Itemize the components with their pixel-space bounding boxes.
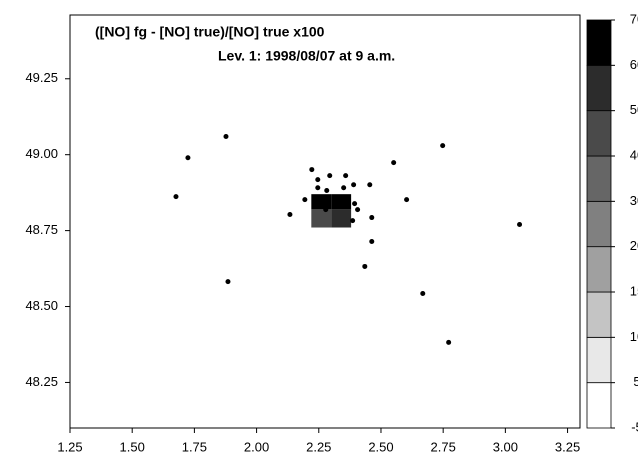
- colorbar-segment: [586, 382, 612, 429]
- station-point: [355, 207, 361, 213]
- station-point: [352, 201, 358, 207]
- colorbar-label: 70: [630, 11, 638, 26]
- station-point: [302, 197, 308, 203]
- heatmap-cell: [311, 194, 332, 210]
- station-point: [287, 212, 293, 218]
- colorbar-segment: [586, 64, 612, 112]
- heatmap-cell: [331, 209, 352, 228]
- x-tick-label: 2.50: [368, 439, 393, 454]
- station-point: [343, 173, 349, 179]
- station-point: [367, 182, 373, 188]
- station-point: [420, 290, 426, 296]
- heatmap-cell: [331, 194, 352, 210]
- chart-subtitle: Lev. 1: 1998/08/07 at 9 a.m.: [218, 48, 395, 64]
- heatmap-cell: [311, 209, 332, 228]
- plot-frame: [69, 14, 581, 429]
- station-point: [315, 177, 321, 183]
- y-tick-label: 49.25: [25, 70, 58, 85]
- y-tick-label: 49.00: [25, 146, 58, 161]
- station-point: [324, 188, 330, 194]
- station-point: [223, 133, 229, 139]
- colorbar-label: 60: [630, 57, 638, 72]
- station-point: [369, 215, 375, 221]
- colorbar-label: 15: [630, 283, 638, 298]
- station-point: [369, 239, 375, 245]
- station-point: [351, 182, 357, 188]
- heatmap-cell: [311, 227, 332, 243]
- y-tick-label: 48.50: [25, 298, 58, 313]
- x-tick-label: 1.50: [120, 439, 145, 454]
- colorbar-segment: [586, 19, 612, 66]
- x-tick-label: 3.00: [493, 439, 518, 454]
- station-point: [185, 155, 191, 161]
- colorbar-segment: [586, 110, 612, 157]
- x-tick-label: 2.75: [431, 439, 456, 454]
- colorbar-label: 30: [630, 193, 638, 208]
- x-tick-label: 1.75: [182, 439, 207, 454]
- station-point: [517, 222, 523, 228]
- colorbar-segment: [586, 246, 612, 293]
- colorbar-segment: [586, 336, 612, 384]
- chart-title: ([NO] fg - [NO] true)/[NO] true x100: [95, 24, 325, 40]
- y-tick-label: 48.75: [25, 222, 58, 237]
- station-point: [362, 263, 368, 269]
- x-tick-label: 3.25: [555, 439, 580, 454]
- station-point: [323, 207, 329, 213]
- colorbar-segment: [586, 155, 612, 202]
- station-point: [341, 185, 347, 191]
- x-tick-label: 2.25: [306, 439, 331, 454]
- colorbar-label: 40: [630, 147, 638, 162]
- x-tick-label: 1.25: [57, 439, 82, 454]
- x-tick-label: 2.00: [244, 439, 269, 454]
- heatmap-cell: [331, 227, 352, 243]
- colorbar-segment: [586, 291, 612, 338]
- colorbar-label: 50: [630, 102, 638, 117]
- colorbar-label: 10: [630, 329, 638, 344]
- y-tick-label: 48.25: [25, 374, 58, 389]
- station-point: [315, 185, 321, 191]
- station-point: [391, 160, 397, 166]
- colorbar-label: 20: [630, 238, 638, 253]
- station-point: [173, 194, 179, 200]
- station-point: [404, 197, 410, 203]
- station-point: [225, 279, 231, 285]
- station-point: [350, 218, 356, 224]
- colorbar-label: -5: [631, 419, 638, 434]
- station-point: [327, 173, 333, 179]
- station-point: [440, 143, 446, 149]
- station-point: [446, 339, 452, 345]
- station-point: [309, 167, 315, 173]
- colorbar-label: 5: [633, 374, 638, 389]
- colorbar-segment: [586, 200, 612, 248]
